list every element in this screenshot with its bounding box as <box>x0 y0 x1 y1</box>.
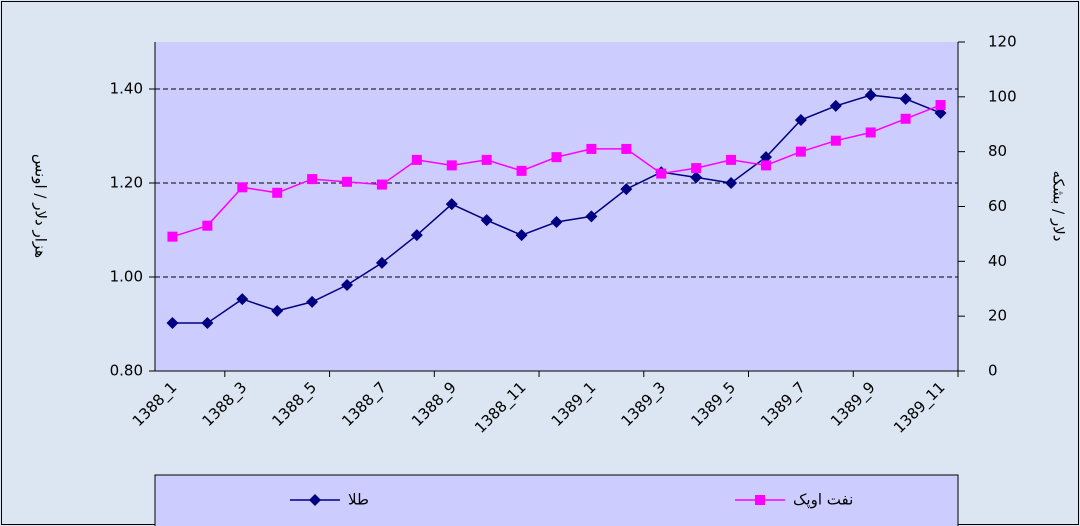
data-point <box>725 177 738 189</box>
data-point <box>201 317 214 330</box>
data-point <box>829 99 842 112</box>
data-point <box>760 160 771 171</box>
legend <box>154 474 959 526</box>
data-point <box>550 216 563 229</box>
data-point <box>656 168 667 179</box>
data-point <box>551 152 562 163</box>
data-point <box>621 143 632 154</box>
data-point <box>341 278 354 291</box>
y-tick-label: 0.80 <box>110 362 143 380</box>
data-point <box>759 151 772 164</box>
data-point <box>830 135 841 146</box>
data-point <box>445 198 458 211</box>
data-point <box>516 165 527 176</box>
y2-tick-label: 80 <box>988 142 1007 160</box>
data-point <box>935 100 946 111</box>
data-point <box>899 92 912 105</box>
y2-tick-label: 120 <box>988 33 1017 51</box>
data-point <box>865 127 876 138</box>
legend-marker <box>309 494 321 506</box>
y2-axis-label: دلار / بشکه <box>1050 171 1068 242</box>
data-point <box>446 160 457 171</box>
legend-marker <box>755 495 765 505</box>
data-point <box>306 295 319 308</box>
data-point <box>585 210 598 223</box>
data-point <box>794 114 807 127</box>
y2-tick-label: 100 <box>988 87 1017 105</box>
data-point <box>166 317 179 330</box>
data-point <box>307 174 318 185</box>
data-point <box>515 229 528 242</box>
legend-label: نفت اوپک <box>793 491 853 510</box>
data-point <box>864 89 877 102</box>
y2-tick-label: 20 <box>988 307 1007 325</box>
data-point <box>237 182 248 193</box>
y-tick-label: 1.00 <box>110 268 143 286</box>
data-point <box>480 214 493 227</box>
data-point <box>900 113 911 124</box>
data-point <box>202 220 213 231</box>
y-tick-label: 1.40 <box>110 80 143 98</box>
data-point <box>410 229 423 242</box>
y-axis-label: هزار دلار / اونس <box>32 154 50 258</box>
legend-label: طلا <box>348 491 369 509</box>
data-point <box>375 256 388 269</box>
y2-tick-label: 60 <box>988 197 1007 215</box>
data-point <box>167 231 178 242</box>
y2-tick-label: 0 <box>988 362 998 380</box>
data-point <box>411 154 422 165</box>
plot-area <box>155 42 958 371</box>
data-point <box>726 154 737 165</box>
data-point <box>376 179 387 190</box>
data-point <box>620 183 633 196</box>
data-point <box>481 154 492 165</box>
y2-tick-label: 40 <box>988 252 1007 270</box>
y-tick-label: 1.20 <box>110 174 143 192</box>
data-point <box>690 171 703 184</box>
data-point <box>236 293 249 306</box>
data-point <box>271 304 284 317</box>
data-point <box>272 187 283 198</box>
data-point <box>795 146 806 157</box>
data-point <box>342 176 353 187</box>
data-point <box>691 163 702 174</box>
data-point <box>586 143 597 154</box>
